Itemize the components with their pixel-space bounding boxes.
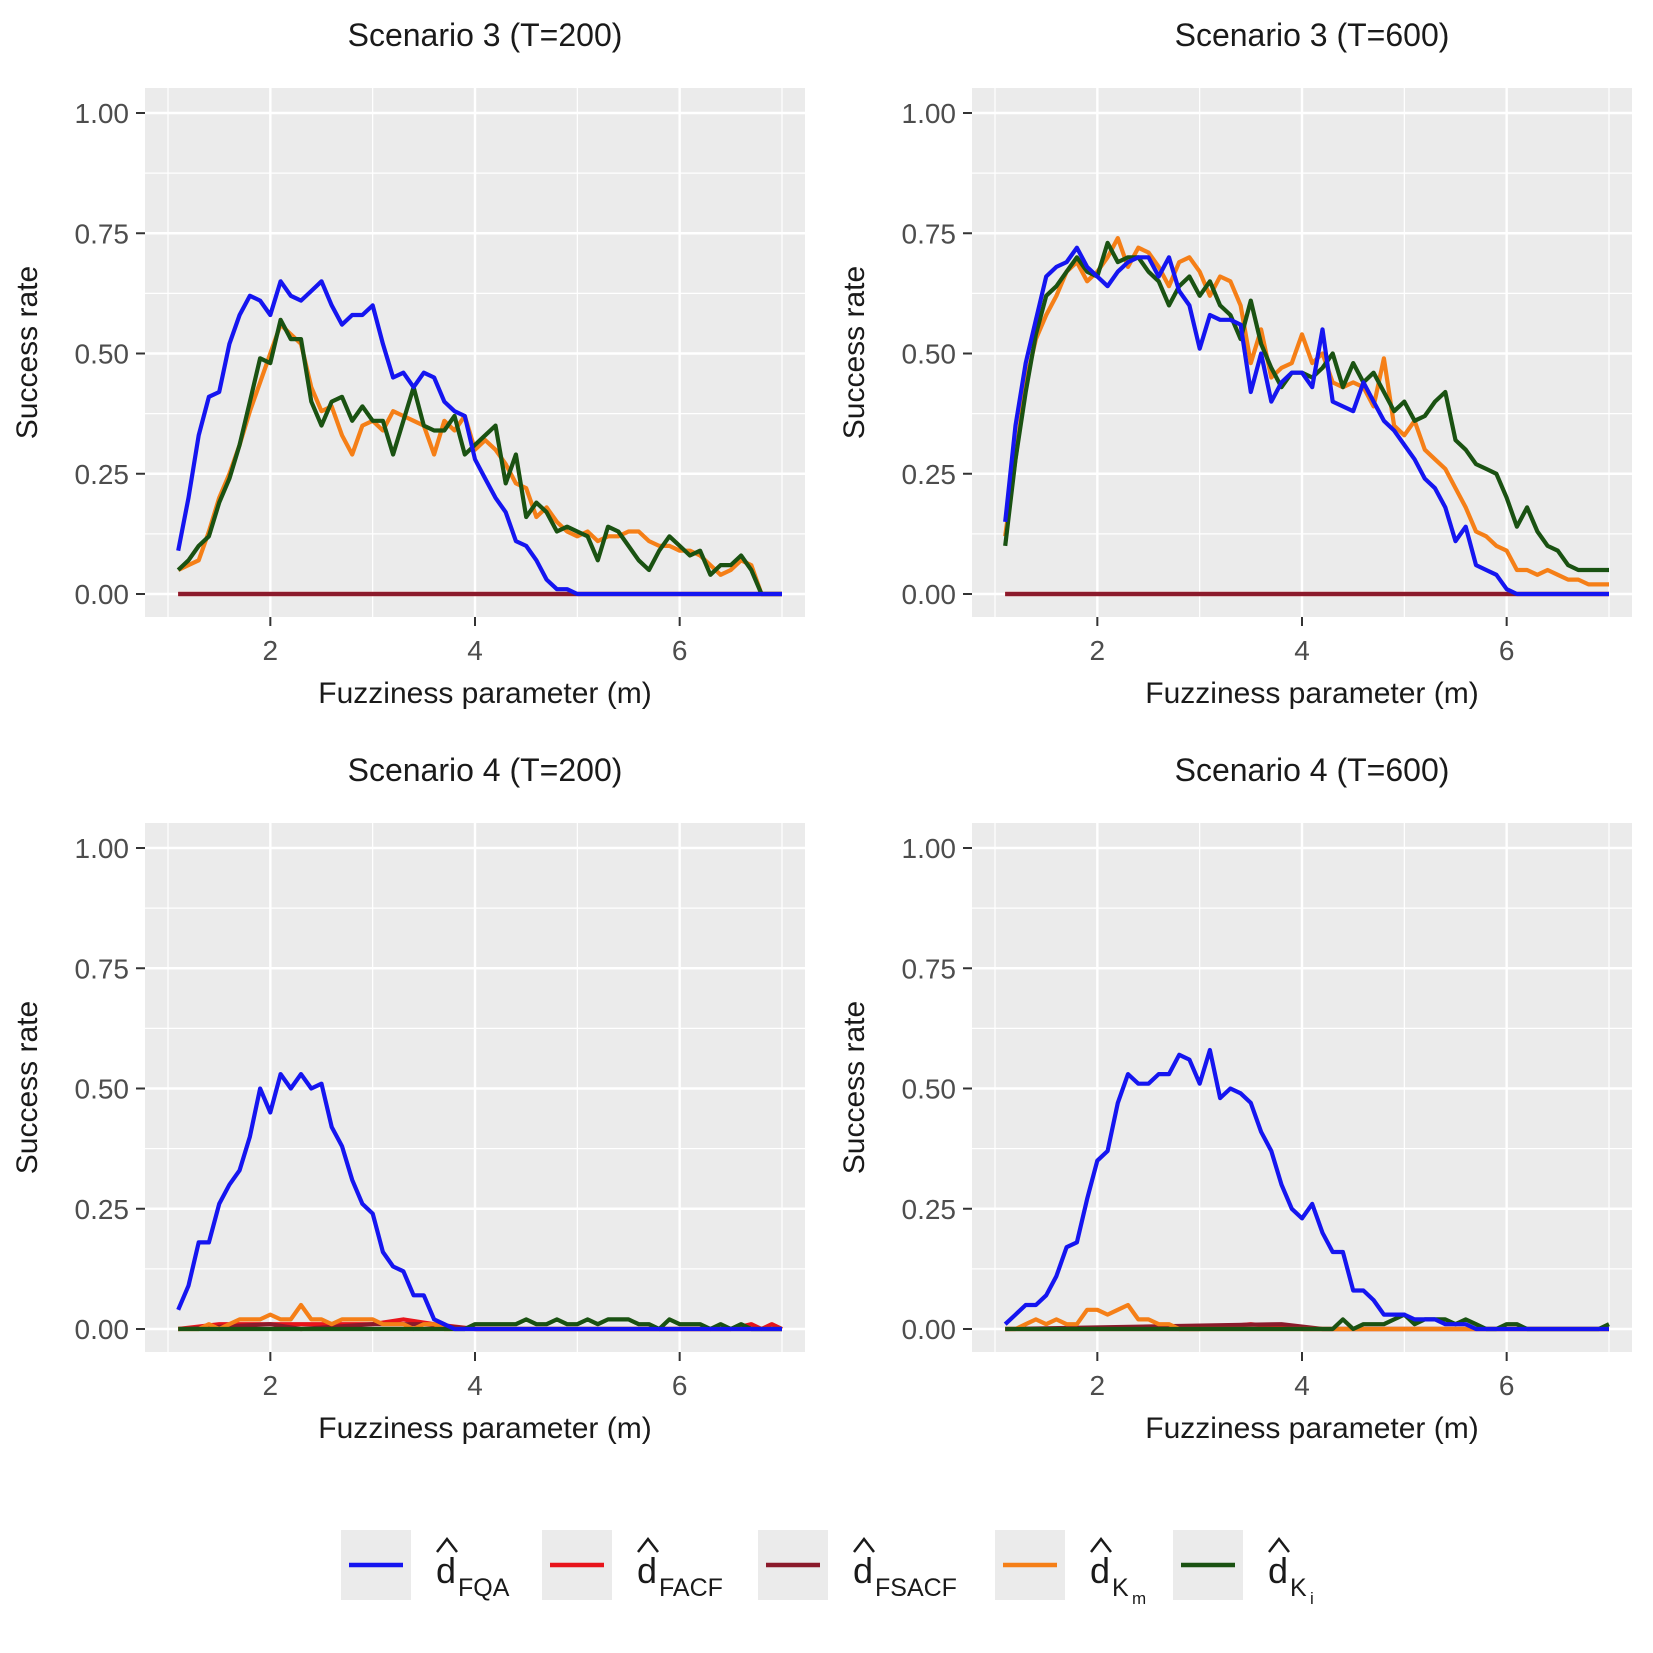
y-tick-label: 0.75 bbox=[75, 218, 130, 249]
legend-subsubscript: i bbox=[1310, 1589, 1314, 1608]
x-axis-label: Fuzziness parameter (m) bbox=[1145, 1412, 1478, 1445]
y-tick-label: 1.00 bbox=[902, 98, 957, 129]
legend-symbol: d bbox=[637, 1550, 657, 1591]
legend-subscript: FSACF bbox=[875, 1574, 957, 1602]
y-axis-label: Success rate bbox=[11, 1001, 44, 1174]
y-tick-label: 0.75 bbox=[902, 953, 957, 984]
x-axis-label: Fuzziness parameter (m) bbox=[318, 677, 651, 710]
hat-glyph bbox=[637, 1536, 659, 1553]
x-tick-label: 4 bbox=[1294, 635, 1310, 666]
legend-symbol: d bbox=[436, 1550, 456, 1591]
hat-glyph bbox=[853, 1536, 875, 1553]
x-tick-label: 2 bbox=[1090, 1370, 1106, 1401]
chart-panel-4: 0.00 0.25 0.50 0.75 1.00 2 4 6 Scenario 4 (T=600… bbox=[838, 752, 1632, 1445]
y-tick-label: 1.00 bbox=[75, 833, 130, 864]
x-tick-label: 4 bbox=[467, 1370, 483, 1401]
hat-glyph bbox=[1268, 1536, 1290, 1553]
y-tick-label: 0.00 bbox=[902, 579, 957, 610]
series-line-fqa bbox=[176, 279, 782, 597]
legend-subscript: K bbox=[1112, 1574, 1129, 1602]
x-tick-label: 6 bbox=[1499, 1370, 1515, 1401]
series-line-km bbox=[178, 1302, 782, 1332]
panel-title: Scenario 4 (T=600) bbox=[1175, 752, 1450, 788]
y-axis-label: Success rate bbox=[838, 1001, 871, 1174]
y-tick-label: 0.00 bbox=[75, 1314, 130, 1345]
y-axis-label: Success rate bbox=[11, 266, 44, 439]
y-tick-label: 0.50 bbox=[902, 1074, 957, 1105]
series-line-fqa bbox=[1003, 1047, 1609, 1332]
y-tick-label: 0.00 bbox=[75, 579, 130, 610]
y-tick-label: 0.50 bbox=[75, 339, 130, 370]
y-tick-label: 0.75 bbox=[75, 953, 130, 984]
panel-title: Scenario 3 (T=200) bbox=[348, 17, 623, 53]
legend-subsubscript: m bbox=[1132, 1589, 1146, 1608]
x-axis-label: Fuzziness parameter (m) bbox=[1145, 677, 1478, 710]
x-tick-label: 2 bbox=[1090, 635, 1106, 666]
hat-glyph bbox=[436, 1536, 458, 1553]
hat-glyph bbox=[1090, 1536, 1112, 1553]
y-tick-label: 0.25 bbox=[75, 1194, 130, 1225]
y-tick-label: 0.00 bbox=[902, 1314, 957, 1345]
series-line-fqa bbox=[1003, 245, 1609, 597]
y-tick-label: 0.25 bbox=[75, 459, 130, 490]
legend-subscript: FACF bbox=[659, 1574, 723, 1602]
x-tick-label: 6 bbox=[672, 635, 688, 666]
series-line-km bbox=[1003, 236, 1609, 587]
y-tick-label: 1.00 bbox=[75, 98, 130, 129]
legend-symbol: d bbox=[1090, 1550, 1110, 1591]
legend-item-fqa: d FQA bbox=[341, 1530, 510, 1602]
y-tick-label: 0.50 bbox=[902, 339, 957, 370]
y-axis-label: Success rate bbox=[838, 266, 871, 439]
x-tick-label: 2 bbox=[263, 1370, 279, 1401]
legend-subscript: FQA bbox=[458, 1574, 510, 1602]
panel-title: Scenario 3 (T=600) bbox=[1175, 17, 1450, 53]
series-line-fqa bbox=[176, 1071, 782, 1332]
panel-title: Scenario 4 (T=200) bbox=[348, 752, 623, 788]
legend-item-fsacf: d FSACF bbox=[758, 1530, 957, 1602]
x-tick-label: 6 bbox=[672, 1370, 688, 1401]
chart-panel-1: 0.00 0.25 0.50 0.75 1.00 2 4 6 Scenario 3 (T=200… bbox=[11, 17, 805, 710]
legend-item-facf: d FACF bbox=[542, 1530, 723, 1602]
legend-symbol: d bbox=[1268, 1550, 1288, 1591]
legend-subscript: K bbox=[1290, 1574, 1307, 1602]
y-tick-label: 0.50 bbox=[75, 1074, 130, 1105]
x-axis-label: Fuzziness parameter (m) bbox=[318, 1412, 651, 1445]
chart-panel-3: 0.00 0.25 0.50 0.75 1.00 2 4 6 Scenario 4 (T=200… bbox=[11, 752, 805, 1445]
y-tick-label: 0.75 bbox=[902, 218, 957, 249]
y-tick-label: 0.25 bbox=[902, 459, 957, 490]
legend-symbol: d bbox=[853, 1550, 873, 1591]
y-tick-label: 0.25 bbox=[902, 1194, 957, 1225]
x-tick-label: 4 bbox=[1294, 1370, 1310, 1401]
x-tick-label: 2 bbox=[263, 635, 279, 666]
y-tick-label: 1.00 bbox=[902, 833, 957, 864]
chart-panel-2: 0.00 0.25 0.50 0.75 1.00 2 4 6 Scenario 3 (T=600… bbox=[838, 17, 1632, 710]
x-tick-label: 4 bbox=[467, 635, 483, 666]
series-line-ki bbox=[176, 317, 782, 597]
x-tick-label: 6 bbox=[1499, 635, 1515, 666]
